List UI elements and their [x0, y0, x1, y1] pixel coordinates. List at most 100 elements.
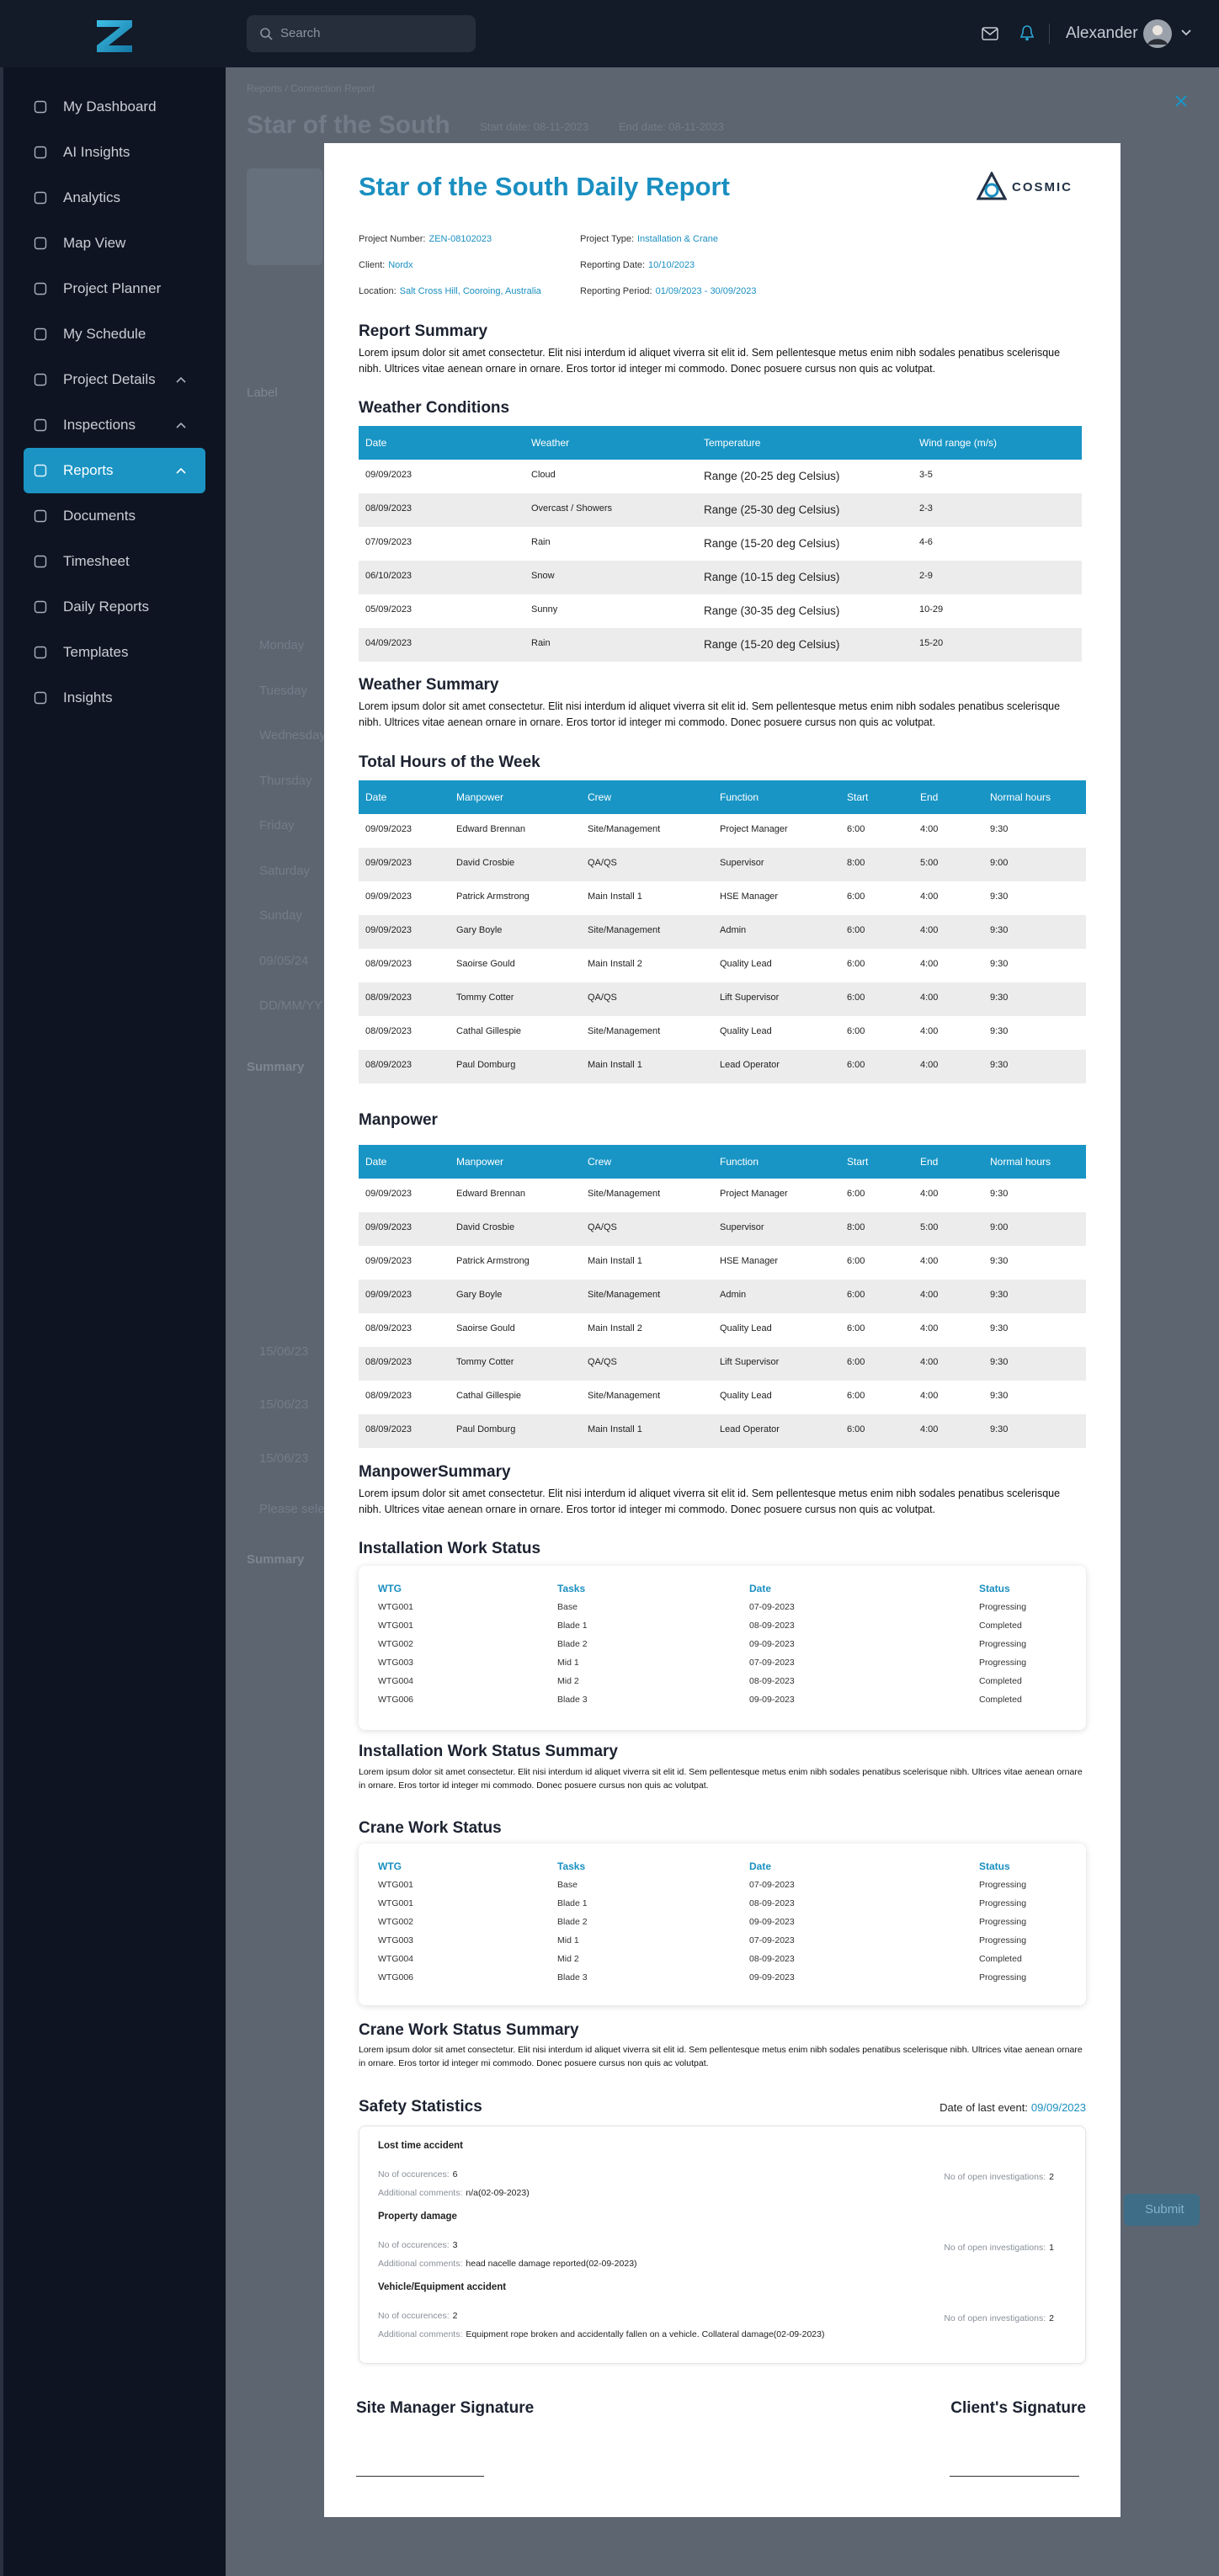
close-icon[interactable] — [1175, 95, 1187, 107]
table-row-bg — [359, 1414, 1086, 1448]
mail-icon[interactable] — [982, 27, 998, 40]
nav-item[interactable]: My Schedule — [63, 326, 146, 342]
user-name[interactable]: Alexander — [1066, 24, 1138, 42]
bg-day: Tuesday — [259, 683, 307, 698]
nav-item[interactable]: AI Insights — [63, 144, 130, 160]
project-info: Project Number: ZEN-08102023 — [359, 231, 492, 246]
table-cell: 6:00 — [847, 1323, 865, 1333]
section-heading: Installation Work Status Summary — [359, 1743, 618, 1760]
nav-active-bg — [24, 448, 205, 493]
table-cell: Main Install 1 — [588, 1060, 642, 1070]
bg-date: 15/06/23 — [259, 1451, 309, 1466]
table-cell: 9:30 — [990, 824, 1009, 834]
table-cell: Gary Boyle — [456, 925, 503, 935]
nav-item[interactable]: My Dashboard — [63, 98, 157, 114]
logo — [97, 20, 132, 52]
status-header-cell: Status — [979, 1860, 1010, 1872]
nav-item[interactable]: Analytics — [63, 189, 121, 205]
comments: Additional comments: Equipment rope broke… — [378, 2326, 825, 2341]
nav-item[interactable]: Documents — [63, 508, 136, 524]
table-cell: Patrick Armstrong — [456, 891, 530, 902]
nav-icon — [34, 555, 47, 568]
status-cell: 07-09-2023 — [749, 1658, 795, 1668]
table-cell: Cathal Gillespie — [456, 1026, 522, 1036]
table-header-cell: Date — [365, 437, 387, 449]
table-cell: Tommy Cotter — [456, 1357, 514, 1367]
status-cell: Progressing — [979, 1935, 1027, 1945]
table-cell: 4:00 — [920, 1424, 939, 1434]
table-cell: 9:00 — [990, 858, 1009, 868]
table-cell: Rain — [531, 638, 551, 648]
table-cell: 08/09/2023 — [365, 993, 413, 1003]
table-cell: 09/09/2023 — [365, 925, 413, 935]
incident-title: Lost time accident — [378, 2141, 463, 2151]
user-menu-chevron[interactable] — [1180, 29, 1192, 37]
table-cell: Gary Boyle — [456, 1290, 503, 1300]
table-cell: Range (10-15 deg Celsius) — [704, 571, 840, 583]
bg-card — [247, 168, 322, 265]
table-row-bg — [359, 628, 1082, 662]
nav-item[interactable]: Map View — [63, 235, 126, 251]
section-heading: Safety Statistics — [359, 2098, 482, 2116]
table-cell: Range (15-20 deg Celsius) — [704, 638, 840, 651]
table-cell: 4:00 — [920, 824, 939, 834]
nav-item[interactable]: Project Planner — [63, 280, 162, 296]
status-cell: Blade 1 — [557, 1621, 588, 1631]
table-cell: Saoirse Gould — [456, 959, 515, 969]
label: Additional comments: — [378, 2329, 463, 2339]
table-cell: Edward Brennan — [456, 1189, 525, 1199]
nav-icon — [34, 373, 47, 386]
table-cell: Admin — [720, 925, 747, 935]
nav-icon — [34, 100, 47, 114]
table-row-bg — [359, 493, 1082, 527]
table-cell: Site/Management — [588, 1189, 661, 1199]
signature-line — [356, 2476, 484, 2477]
occurrences: No of occurences: 2 — [378, 2307, 457, 2323]
bg-submit-label[interactable]: Submit — [1145, 2202, 1184, 2217]
topbar — [0, 0, 1219, 67]
table-cell: Overcast / Showers — [531, 503, 612, 514]
nav-icon — [34, 646, 47, 659]
table-cell: 06/10/2023 — [365, 571, 413, 581]
nav-item[interactable]: Inspections — [63, 417, 136, 433]
table-header-cell: Start — [847, 791, 869, 803]
table-cell: Site/Management — [588, 1290, 661, 1300]
paragraph: Lorem ipsum dolor sit amet consectetur. … — [359, 347, 1061, 375]
table-header-cell: End — [920, 791, 939, 803]
table-row-bg — [359, 561, 1082, 594]
nav-item[interactable]: Reports — [63, 462, 114, 478]
nav-item[interactable]: Templates — [63, 644, 129, 660]
table-header-cell: Date — [365, 1156, 387, 1168]
nav-item[interactable]: Daily Reports — [63, 599, 150, 615]
table-cell: Main Install 1 — [588, 1424, 642, 1434]
table-header — [359, 780, 1086, 814]
paragraph: Lorem ipsum dolor sit amet consectetur. … — [359, 2045, 1083, 2068]
nav-chevron — [176, 422, 186, 428]
status-card — [359, 1566, 1086, 1730]
table-row-bg — [359, 1280, 1086, 1313]
section-heading: Total Hours of the Week — [359, 753, 540, 771]
table-header — [359, 426, 1082, 460]
table-cell: 08/09/2023 — [365, 503, 413, 514]
status-cell: Progressing — [979, 1972, 1027, 1983]
bg-submit[interactable] — [1124, 2194, 1200, 2226]
section-heading: Weather Summary — [359, 676, 499, 694]
table-header-cell: Manpower — [456, 1156, 504, 1168]
bell-icon[interactable] — [1019, 24, 1035, 41]
nav-icon — [34, 691, 47, 705]
table-cell: 9:30 — [990, 1256, 1009, 1266]
table-cell: Site/Management — [588, 925, 661, 935]
nav-item[interactable]: Insights — [63, 689, 113, 705]
table-row-bg — [359, 1212, 1086, 1246]
search-placeholder: Search — [280, 26, 321, 40]
avatar[interactable] — [1142, 19, 1173, 49]
nav-item[interactable]: Timesheet — [63, 553, 130, 569]
bg-date: 15/06/23 — [259, 1344, 309, 1359]
sidebar — [0, 67, 226, 2576]
table-cell: Cathal Gillespie — [456, 1391, 522, 1401]
report-modal — [324, 143, 1121, 2517]
nav-item[interactable]: Project Details — [63, 371, 156, 387]
search-box[interactable] — [247, 15, 476, 52]
status-cell: WTG004 — [378, 1954, 414, 1964]
table-header-cell: Normal hours — [990, 1156, 1051, 1168]
